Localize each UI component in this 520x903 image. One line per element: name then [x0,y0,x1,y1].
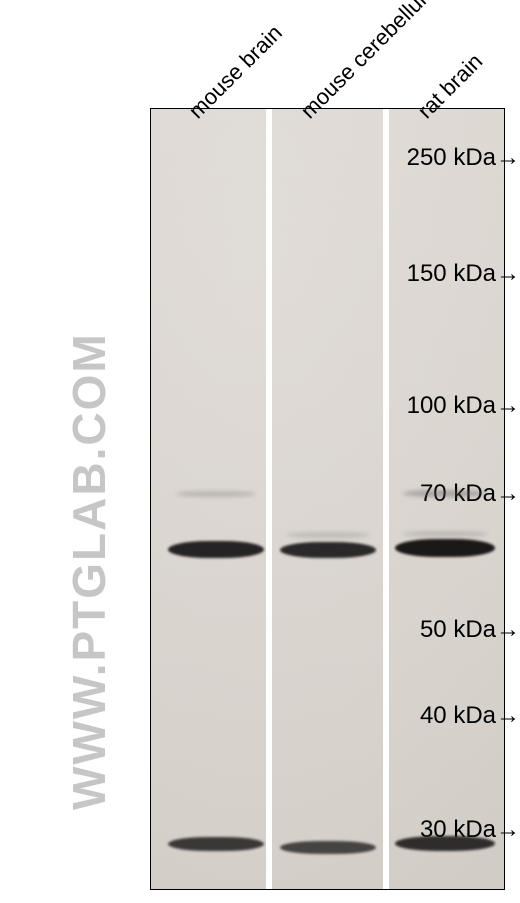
lane-separator [266,109,272,889]
band-faint [402,531,488,537]
band [280,841,376,854]
band [280,542,376,558]
band-faint [286,532,370,538]
mw-marker-label: 50 kDa→ [376,616,520,644]
band [395,836,495,851]
band-faint [403,490,487,497]
mw-marker-label: 250 kDa→ [376,144,520,172]
watermark: WWW.PTGLAB.COM [62,190,116,810]
band-faint [176,491,256,497]
band [395,539,495,557]
band [168,837,264,851]
mw-marker-label: 150 kDa→ [376,260,520,288]
mw-marker-label: 100 kDa→ [376,392,520,420]
band [168,541,264,558]
mw-marker-label: 40 kDa→ [376,702,520,730]
